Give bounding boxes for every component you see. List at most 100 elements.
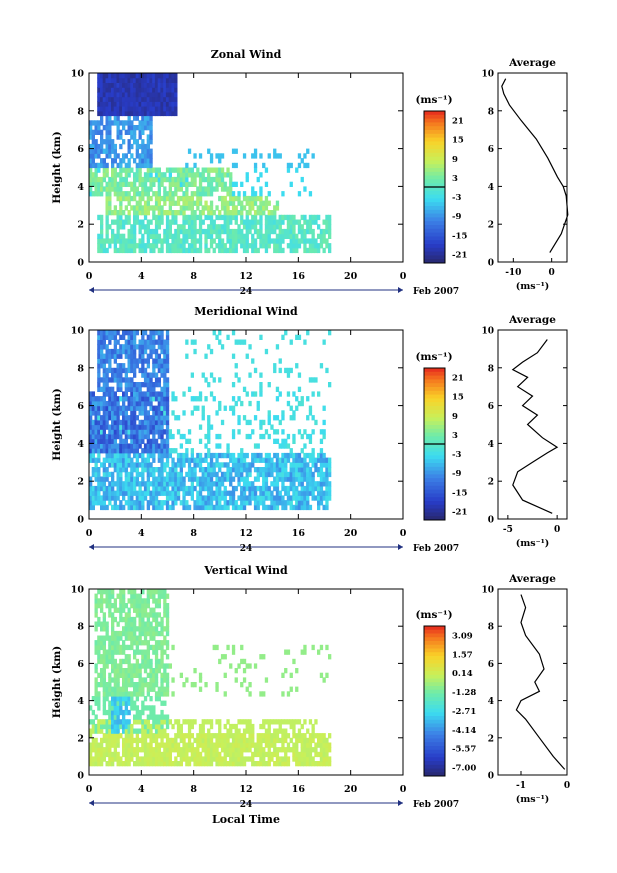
heatmap-cell: [201, 176, 205, 183]
heatmap-cell: [130, 424, 134, 430]
heatmap-cell: [102, 443, 106, 449]
heatmap-cell: [100, 476, 104, 482]
heatmap-cell: [165, 410, 170, 416]
heatmap-cell: [286, 485, 291, 492]
heatmap-cell: [146, 396, 150, 402]
heatmap-cell: [127, 607, 131, 613]
heatmap-cell: [220, 490, 225, 496]
heatmap-cell: [138, 630, 142, 637]
heatmap-cell: [127, 719, 131, 725]
heatmap-cell: [119, 448, 123, 454]
heatmap-cell: [165, 353, 170, 359]
heatmap-cell: [127, 214, 131, 221]
heatmap-cell: [122, 598, 126, 604]
heatmap-cell: [198, 677, 203, 683]
heatmap-cell: [253, 162, 258, 169]
heatmap-cell: [89, 452, 93, 459]
heatmap-cell: [102, 462, 106, 468]
heatmap-cell: [130, 400, 134, 407]
heatmap-cell: [143, 654, 148, 660]
heatmap-cell: [248, 747, 252, 753]
heatmap-cell: [286, 233, 291, 239]
heatmap-cell: [130, 367, 134, 374]
heatmap-cell: [278, 719, 282, 725]
heatmap-cell: [127, 747, 131, 753]
heatmap-cell: [319, 672, 324, 678]
heatmap-cell: [253, 747, 258, 753]
heatmap-cell: [127, 490, 131, 496]
heatmap-cell: [256, 176, 260, 183]
colorbar-units: (ms⁻¹): [415, 609, 452, 621]
heatmap-cell: [133, 87, 137, 93]
heatmap-cell: [248, 691, 252, 697]
heatmap-cell: [124, 247, 128, 254]
heatmap-cell: [234, 181, 238, 187]
heatmap-cell: [275, 756, 280, 762]
heatmap-cell: [122, 167, 126, 173]
heatmap-cell: [311, 228, 315, 235]
heatmap-cell: [292, 433, 296, 440]
heatmap-cell: [242, 733, 247, 739]
heatmap-cell: [218, 153, 222, 159]
heatmap-cell: [163, 700, 167, 706]
heatmap-cell: [154, 737, 159, 744]
heatmap-cell: [105, 134, 109, 140]
heatmap-cell: [97, 438, 101, 444]
heatmap-cell: [130, 396, 134, 402]
heatmap-cell: [248, 500, 252, 506]
heatmap-cell: [223, 200, 227, 206]
heatmap-cell: [174, 747, 178, 753]
heatmap-cell: [130, 728, 134, 734]
heatmap-cell: [253, 167, 258, 173]
heatmap-cell: [146, 233, 150, 239]
heatmap-cell: [259, 691, 263, 697]
heatmap-cell: [264, 452, 269, 459]
heatmap-cell: [160, 462, 164, 468]
colorbar-tick-label: -21: [452, 251, 467, 261]
heatmap-cell: [133, 400, 137, 407]
heatmap-cell: [100, 677, 104, 683]
heatmap-cell: [133, 243, 137, 249]
heatmap-cell: [163, 598, 167, 604]
heatmap-cell: [105, 405, 109, 411]
heatmap-cell: [116, 101, 120, 107]
profile-y-tick-label: 4: [488, 697, 494, 707]
heatmap-cell: [240, 400, 244, 407]
heatmap-cell: [157, 589, 161, 595]
heatmap-cell: [157, 77, 161, 83]
heatmap-cell: [113, 415, 117, 421]
heatmap-cell: [89, 134, 93, 140]
heatmap-cell: [209, 476, 214, 482]
heatmap-cell: [193, 761, 197, 767]
x-tick-label: 0: [86, 784, 93, 795]
heatmap-cell: [204, 205, 208, 211]
heatmap-cell: [116, 125, 120, 131]
heatmap-cell: [138, 87, 142, 93]
heatmap-cell: [201, 172, 205, 178]
heatmap-cell: [187, 490, 192, 496]
heatmap-cell: [146, 603, 150, 609]
heatmap-cell: [289, 181, 293, 187]
heatmap-cell: [201, 719, 205, 725]
heatmap-cell: [138, 344, 142, 350]
heatmap-cell: [157, 219, 161, 225]
heatmap-cell: [251, 733, 255, 739]
heatmap-cell: [100, 607, 104, 613]
heatmap-cell: [130, 481, 134, 487]
heatmap-cell: [97, 603, 101, 609]
heatmap-cell: [160, 490, 164, 496]
heatmap-cell: [124, 737, 128, 744]
heatmap-cell: [292, 751, 296, 758]
heatmap-cell: [270, 737, 274, 744]
heatmap-cell: [154, 96, 159, 102]
heatmap-cell: [157, 410, 161, 416]
heatmap-cell: [193, 719, 197, 725]
heatmap-cell: [105, 353, 109, 359]
heatmap-cell: [152, 330, 156, 336]
heatmap-cell: [253, 500, 258, 506]
heatmap-cell: [168, 761, 172, 767]
heatmap-cell: [245, 723, 249, 730]
heatmap-cell: [242, 761, 247, 767]
colorbar-segment: [424, 133, 445, 138]
heatmap-cell: [157, 644, 161, 651]
